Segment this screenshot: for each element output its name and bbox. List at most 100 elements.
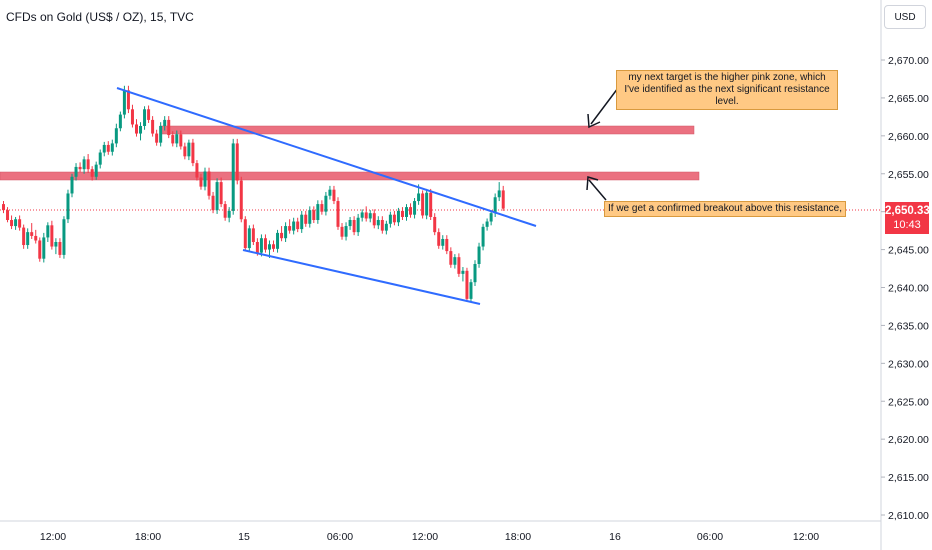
candle-down (320, 200, 324, 215)
candle-up (231, 138, 235, 215)
candle-up (368, 210, 372, 223)
candle-body (223, 204, 227, 218)
candle-up (42, 232, 46, 263)
price-tick-label: 2,610.00 (888, 510, 929, 522)
candle-down (332, 185, 336, 205)
candle-up (425, 188, 429, 220)
candle-down (336, 197, 340, 230)
arrow-to-upper-zone (587, 87, 619, 129)
candle-up (74, 163, 78, 181)
candle-body (457, 257, 461, 274)
candle-body (203, 171, 207, 187)
resistance-zone-upper[interactable] (159, 125, 695, 135)
price-tick-label: 2,665.00 (888, 93, 929, 105)
candle-down (211, 191, 215, 214)
candle-up (413, 198, 417, 219)
candle-down (239, 176, 243, 223)
time-tick-label: 15 (238, 531, 250, 543)
currency-selector[interactable]: USD (884, 5, 926, 29)
candle-body (22, 227, 26, 246)
candle-down (501, 185, 505, 211)
candle-body (110, 143, 114, 152)
candle-body (126, 90, 130, 110)
candle-body (360, 212, 364, 218)
candle-body (477, 246, 481, 264)
candle-body (497, 190, 501, 198)
candle-body (376, 220, 380, 226)
candle-body (14, 219, 18, 227)
candle-body (372, 213, 376, 226)
time-tick-label: 16 (609, 531, 621, 543)
candle-body (155, 133, 159, 143)
candle-body (320, 204, 324, 212)
candle-body (324, 195, 328, 212)
candle-down (38, 237, 42, 262)
candle-body (187, 142, 191, 157)
candle-body (130, 109, 134, 125)
candle-body (332, 189, 336, 202)
candle-body (147, 109, 151, 120)
candle-down (86, 154, 90, 173)
candle-down (312, 206, 316, 224)
candle-body (235, 143, 239, 181)
candle-body (316, 204, 320, 221)
candle-body (461, 270, 465, 274)
candle-up (376, 216, 380, 230)
candle-body (344, 226, 348, 237)
candle-body (195, 163, 199, 178)
candle-body (106, 144, 110, 152)
candle-down (409, 203, 413, 218)
candle-body (433, 216, 437, 233)
candle-down (126, 85, 130, 114)
symbol-title[interactable]: CFDs on Gold (US$ / OZ), 15, TVC (6, 10, 194, 24)
annotation-next-target[interactable]: my next target is the higher pink zone, … (616, 70, 838, 110)
candle-up (344, 222, 348, 241)
candle-down (134, 119, 138, 137)
candle-body (215, 182, 219, 211)
descending-trendline-upper[interactable] (116, 87, 537, 227)
descending-trendline-lower[interactable] (242, 249, 481, 305)
candle-down (235, 138, 239, 185)
candle-body (465, 270, 469, 299)
candle-up (54, 238, 58, 255)
candle-body (396, 210, 400, 223)
candle-down (457, 253, 461, 277)
resistance-zone-lower[interactable] (0, 171, 700, 181)
candle-down (251, 224, 255, 246)
candle-up (26, 228, 30, 249)
candle-down (147, 105, 151, 123)
candle-up (66, 189, 70, 224)
candle-up (405, 204, 408, 221)
candle-body (10, 220, 14, 227)
candle-up (300, 210, 304, 233)
last-price-label: 2,650.33 10:43 (885, 202, 930, 234)
candle-body (384, 223, 388, 231)
candle-body (46, 225, 50, 238)
candle-up (276, 229, 280, 253)
candle-up (356, 213, 360, 236)
candle-body (421, 193, 425, 216)
candle-body (191, 142, 195, 164)
candle-body (429, 192, 433, 217)
time-axis[interactable]: 12:00 18:00 15 06:00 12:00 18:00 16 06:00 12:00 (40, 531, 819, 543)
candle-body (380, 220, 384, 231)
candle-body (139, 125, 143, 134)
candle-down (421, 190, 425, 219)
candle-down (34, 229, 38, 244)
candle-up (308, 206, 312, 228)
candle-down (191, 138, 195, 167)
time-tick-label: 12:00 (412, 531, 438, 543)
price-axis[interactable]: 2,670.002,665.002,660.002,655.002,650.00… (881, 55, 929, 522)
candle-down (392, 210, 396, 226)
candle-body (352, 220, 356, 233)
candle-body (469, 282, 473, 299)
candle-body (441, 238, 445, 246)
candle-up (118, 111, 122, 132)
annotation-breakout[interactable]: If we get a confirmed breakout above thi… (604, 201, 847, 217)
candle-up (324, 191, 328, 216)
candle-up (441, 235, 445, 250)
candle-body (417, 193, 421, 202)
candle-down (130, 104, 134, 128)
candle-body (308, 210, 312, 224)
